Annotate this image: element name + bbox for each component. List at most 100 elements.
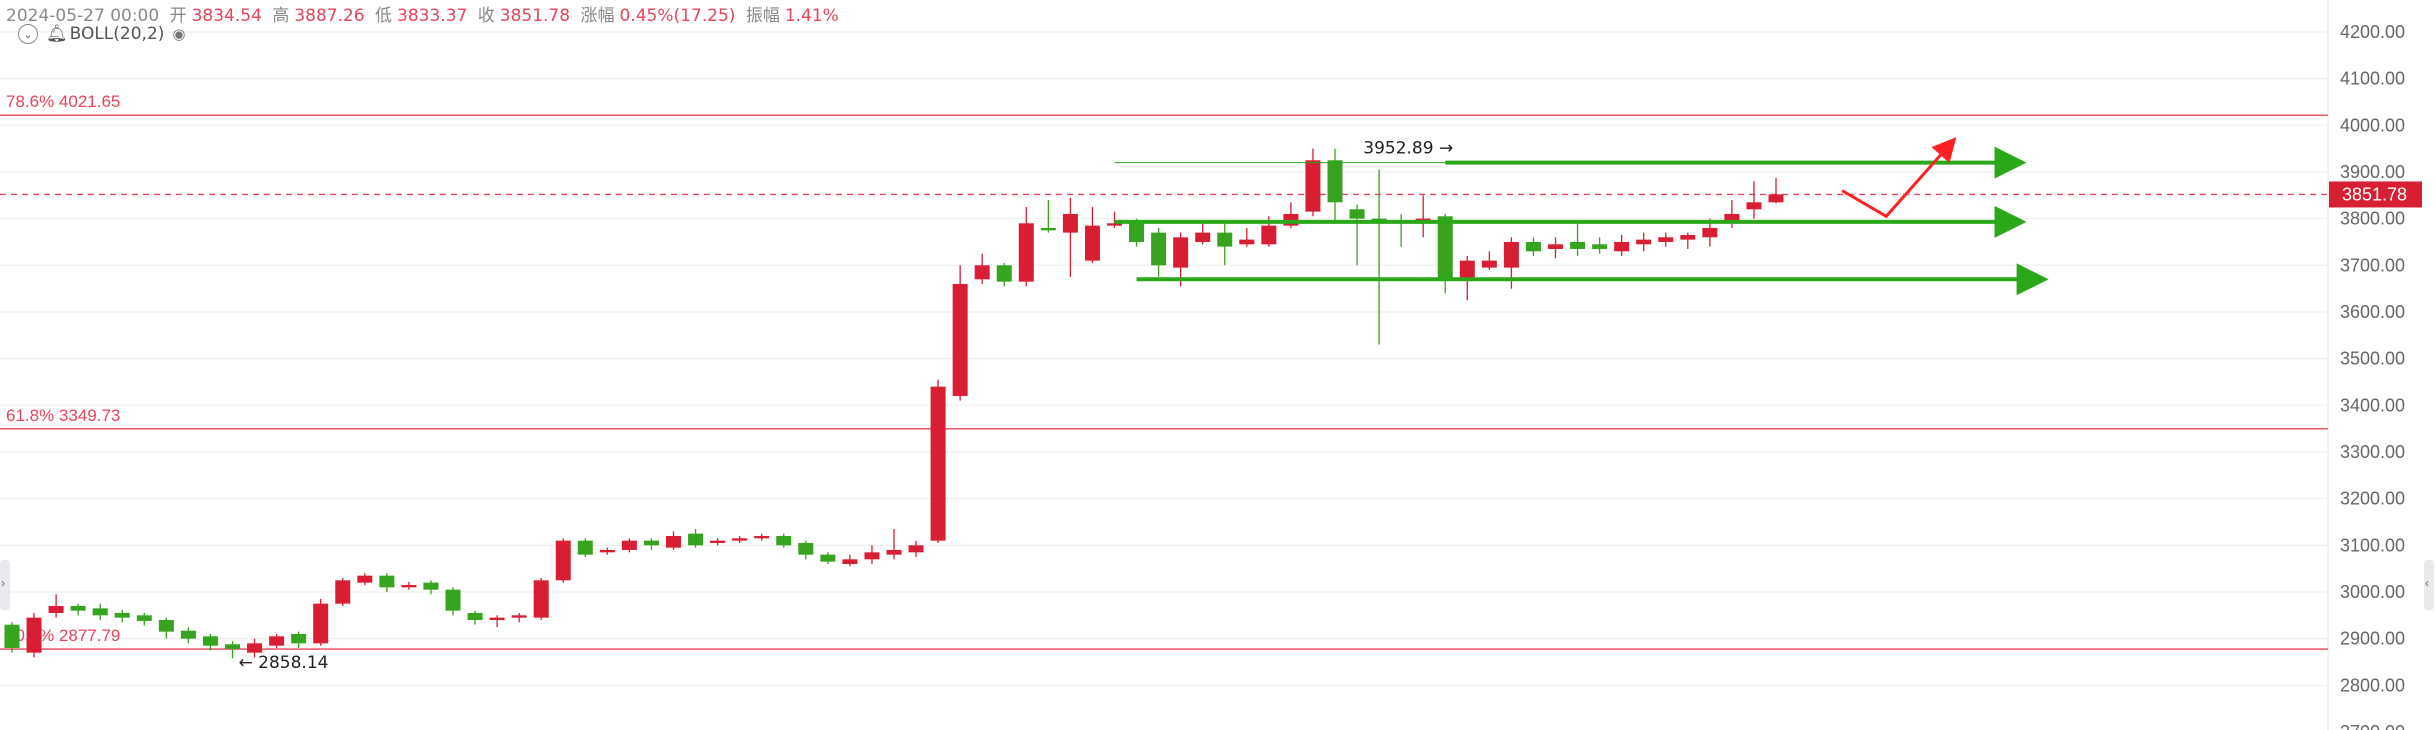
y-tick-label: 3200.00 bbox=[2340, 489, 2405, 509]
candle[interactable] bbox=[269, 633, 285, 648]
candle[interactable] bbox=[1437, 213, 1453, 294]
candle[interactable] bbox=[92, 603, 108, 620]
candle-body bbox=[996, 265, 1012, 282]
candle[interactable] bbox=[225, 640, 240, 659]
low-label: 低 bbox=[375, 6, 393, 26]
candle[interactable] bbox=[445, 587, 461, 616]
candle-body bbox=[577, 540, 593, 555]
candle-body bbox=[180, 630, 196, 639]
candle[interactable] bbox=[688, 528, 704, 548]
candle[interactable] bbox=[930, 379, 946, 543]
candle-body bbox=[599, 549, 615, 553]
candle[interactable] bbox=[48, 594, 64, 618]
candle[interactable] bbox=[798, 540, 814, 560]
candle[interactable] bbox=[1239, 227, 1255, 247]
candle[interactable] bbox=[754, 533, 770, 541]
candle[interactable] bbox=[1636, 232, 1652, 252]
header-date: 2024-05-27 00:00 bbox=[6, 6, 160, 26]
candle[interactable] bbox=[1570, 223, 1586, 256]
candle[interactable] bbox=[643, 538, 659, 550]
candle[interactable] bbox=[1525, 237, 1541, 256]
candle[interactable] bbox=[710, 538, 726, 546]
y-tick-label: 2900.00 bbox=[2340, 629, 2405, 649]
y-tick-label: 3400.00 bbox=[2340, 395, 2405, 415]
candle[interactable] bbox=[864, 545, 880, 564]
bell-icon: 🔔︎ bbox=[46, 24, 68, 44]
candle[interactable] bbox=[1548, 237, 1563, 259]
candle[interactable] bbox=[996, 262, 1012, 287]
candle[interactable] bbox=[974, 253, 990, 284]
candle[interactable] bbox=[1768, 178, 1784, 204]
candle[interactable] bbox=[1283, 202, 1299, 228]
candle-body bbox=[1614, 241, 1630, 252]
candle[interactable] bbox=[136, 612, 152, 626]
right-panel-handle[interactable]: ‹ bbox=[2424, 560, 2434, 610]
candle[interactable] bbox=[247, 638, 263, 658]
candle[interactable] bbox=[732, 535, 748, 543]
y-tick-label: 3500.00 bbox=[2340, 349, 2405, 369]
candle[interactable] bbox=[1018, 206, 1034, 287]
candle[interactable] bbox=[666, 531, 681, 550]
chevron-down-icon[interactable]: ⌄ bbox=[18, 24, 38, 44]
candle[interactable] bbox=[1349, 204, 1365, 266]
candle[interactable] bbox=[555, 538, 571, 583]
candle[interactable] bbox=[1658, 232, 1674, 247]
candle[interactable] bbox=[886, 528, 902, 560]
candle[interactable] bbox=[952, 265, 968, 401]
candle-body bbox=[4, 624, 20, 648]
candle[interactable] bbox=[1195, 223, 1211, 245]
candle[interactable] bbox=[1084, 206, 1100, 263]
candle[interactable] bbox=[1107, 211, 1122, 228]
candle[interactable] bbox=[379, 573, 395, 592]
candle[interactable] bbox=[908, 540, 924, 557]
candle[interactable] bbox=[158, 617, 174, 639]
candle[interactable] bbox=[1746, 181, 1762, 219]
candle[interactable] bbox=[313, 598, 329, 646]
candle[interactable] bbox=[335, 577, 351, 606]
candle[interactable] bbox=[1592, 237, 1608, 254]
candle[interactable] bbox=[842, 554, 858, 567]
candle[interactable] bbox=[533, 577, 549, 620]
candle[interactable] bbox=[26, 612, 42, 658]
change-value: 0.45%(17.25) bbox=[619, 6, 736, 26]
candle[interactable] bbox=[820, 552, 836, 564]
candle[interactable] bbox=[291, 631, 307, 648]
candle[interactable] bbox=[467, 610, 483, 625]
candle[interactable] bbox=[423, 580, 439, 595]
candle[interactable] bbox=[621, 538, 637, 553]
candle[interactable] bbox=[180, 626, 196, 644]
eye-slash-icon[interactable]: ◉ bbox=[172, 25, 186, 43]
candle[interactable] bbox=[1327, 148, 1343, 221]
candle[interactable] bbox=[1040, 199, 1056, 233]
candle[interactable] bbox=[776, 533, 792, 548]
candle-body bbox=[1040, 227, 1056, 231]
candle[interactable] bbox=[511, 612, 527, 623]
candle[interactable] bbox=[1305, 148, 1321, 217]
candle[interactable] bbox=[1371, 169, 1387, 345]
indicator-label[interactable]: 🔔︎ BOLL(20,2) bbox=[46, 24, 164, 44]
candle[interactable] bbox=[357, 573, 373, 585]
candle[interactable] bbox=[4, 622, 20, 653]
candle[interactable] bbox=[114, 609, 130, 623]
candle[interactable] bbox=[1062, 197, 1078, 277]
candle-body bbox=[643, 540, 659, 546]
candle[interactable] bbox=[489, 615, 505, 627]
candle-body bbox=[379, 575, 395, 588]
candle[interactable] bbox=[1151, 227, 1167, 277]
candle[interactable] bbox=[1415, 195, 1431, 238]
indicator-bar: ⌄ 🔔︎ BOLL(20,2) ◉ bbox=[18, 24, 186, 44]
candle[interactable] bbox=[202, 633, 218, 651]
candle-body bbox=[864, 552, 880, 560]
candle[interactable] bbox=[401, 581, 417, 590]
ohlc-header: 2024-05-27 00:00 开 3834.54 高 3887.26 低 3833… bbox=[6, 1, 844, 26]
left-panel-handle[interactable]: › bbox=[0, 560, 10, 610]
candle[interactable] bbox=[1680, 232, 1696, 249]
candle[interactable] bbox=[1481, 251, 1497, 270]
candle[interactable] bbox=[70, 603, 86, 616]
candle-body bbox=[688, 533, 704, 546]
candle[interactable] bbox=[1614, 234, 1630, 256]
candle[interactable] bbox=[1217, 223, 1233, 266]
candle[interactable] bbox=[599, 547, 615, 555]
candle[interactable] bbox=[577, 538, 593, 557]
